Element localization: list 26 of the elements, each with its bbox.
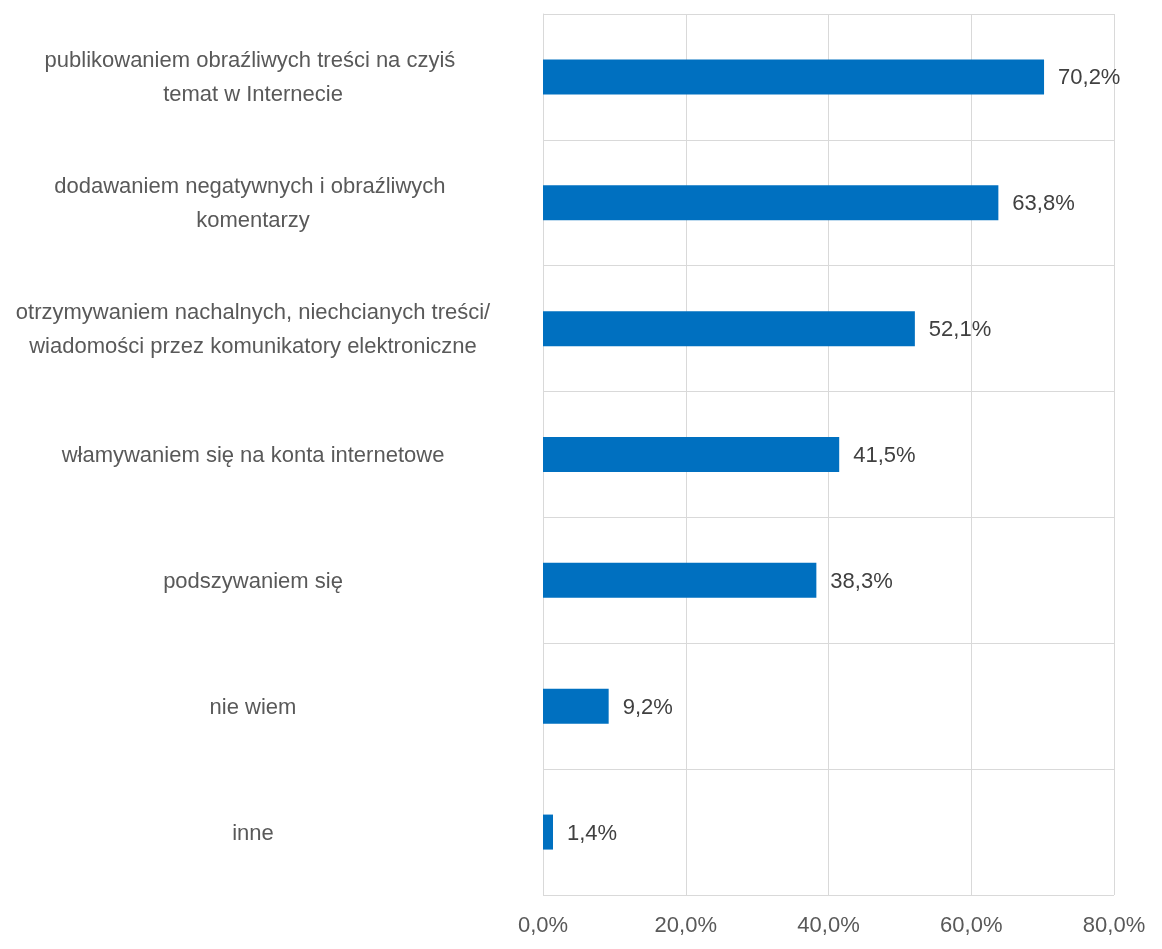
x-tick-label: 60,0%: [940, 911, 1003, 937]
x-tick-label: 20,0%: [654, 911, 717, 937]
y-tick-label: publikowaniem obraźliwych treści na czyiś temat w Internecie: [44, 47, 462, 107]
y-tick-label: inne: [232, 819, 274, 845]
y-tick-label: dodawaniem negatywnych i obraźliwych komentarzy: [54, 173, 452, 233]
data-label: 9,2%: [622, 693, 673, 719]
y-tick-label: włamywaniem się na konta internetowe: [60, 442, 445, 467]
bar: [543, 437, 840, 472]
y-tick-label: otrzymywaniem nachalnych, niechcianych treści/wiadomości przez komunikatory elektroniczne: [15, 299, 492, 359]
data-label: 52,1%: [928, 316, 992, 342]
y-tick-label: podszywaniem się: [163, 567, 343, 593]
bar: [543, 562, 817, 598]
data-label: 38,3%: [830, 567, 893, 593]
data-label: 63,8%: [1012, 190, 1075, 216]
data-label: 70,2%: [1058, 64, 1121, 90]
x-tick-label: 40,0%: [797, 911, 860, 937]
data-label: 41,5%: [853, 442, 916, 467]
bar: [543, 311, 915, 347]
bar: [543, 59, 1045, 95]
x-tick-label: 80,0%: [1082, 911, 1146, 937]
bar: [543, 814, 553, 850]
bar: [543, 185, 999, 221]
y-tick-label: nie wiem: [209, 693, 297, 719]
data-label: 1,4%: [566, 819, 618, 845]
bar: [543, 688, 609, 724]
x-tick-label: 0,0%: [517, 911, 569, 937]
